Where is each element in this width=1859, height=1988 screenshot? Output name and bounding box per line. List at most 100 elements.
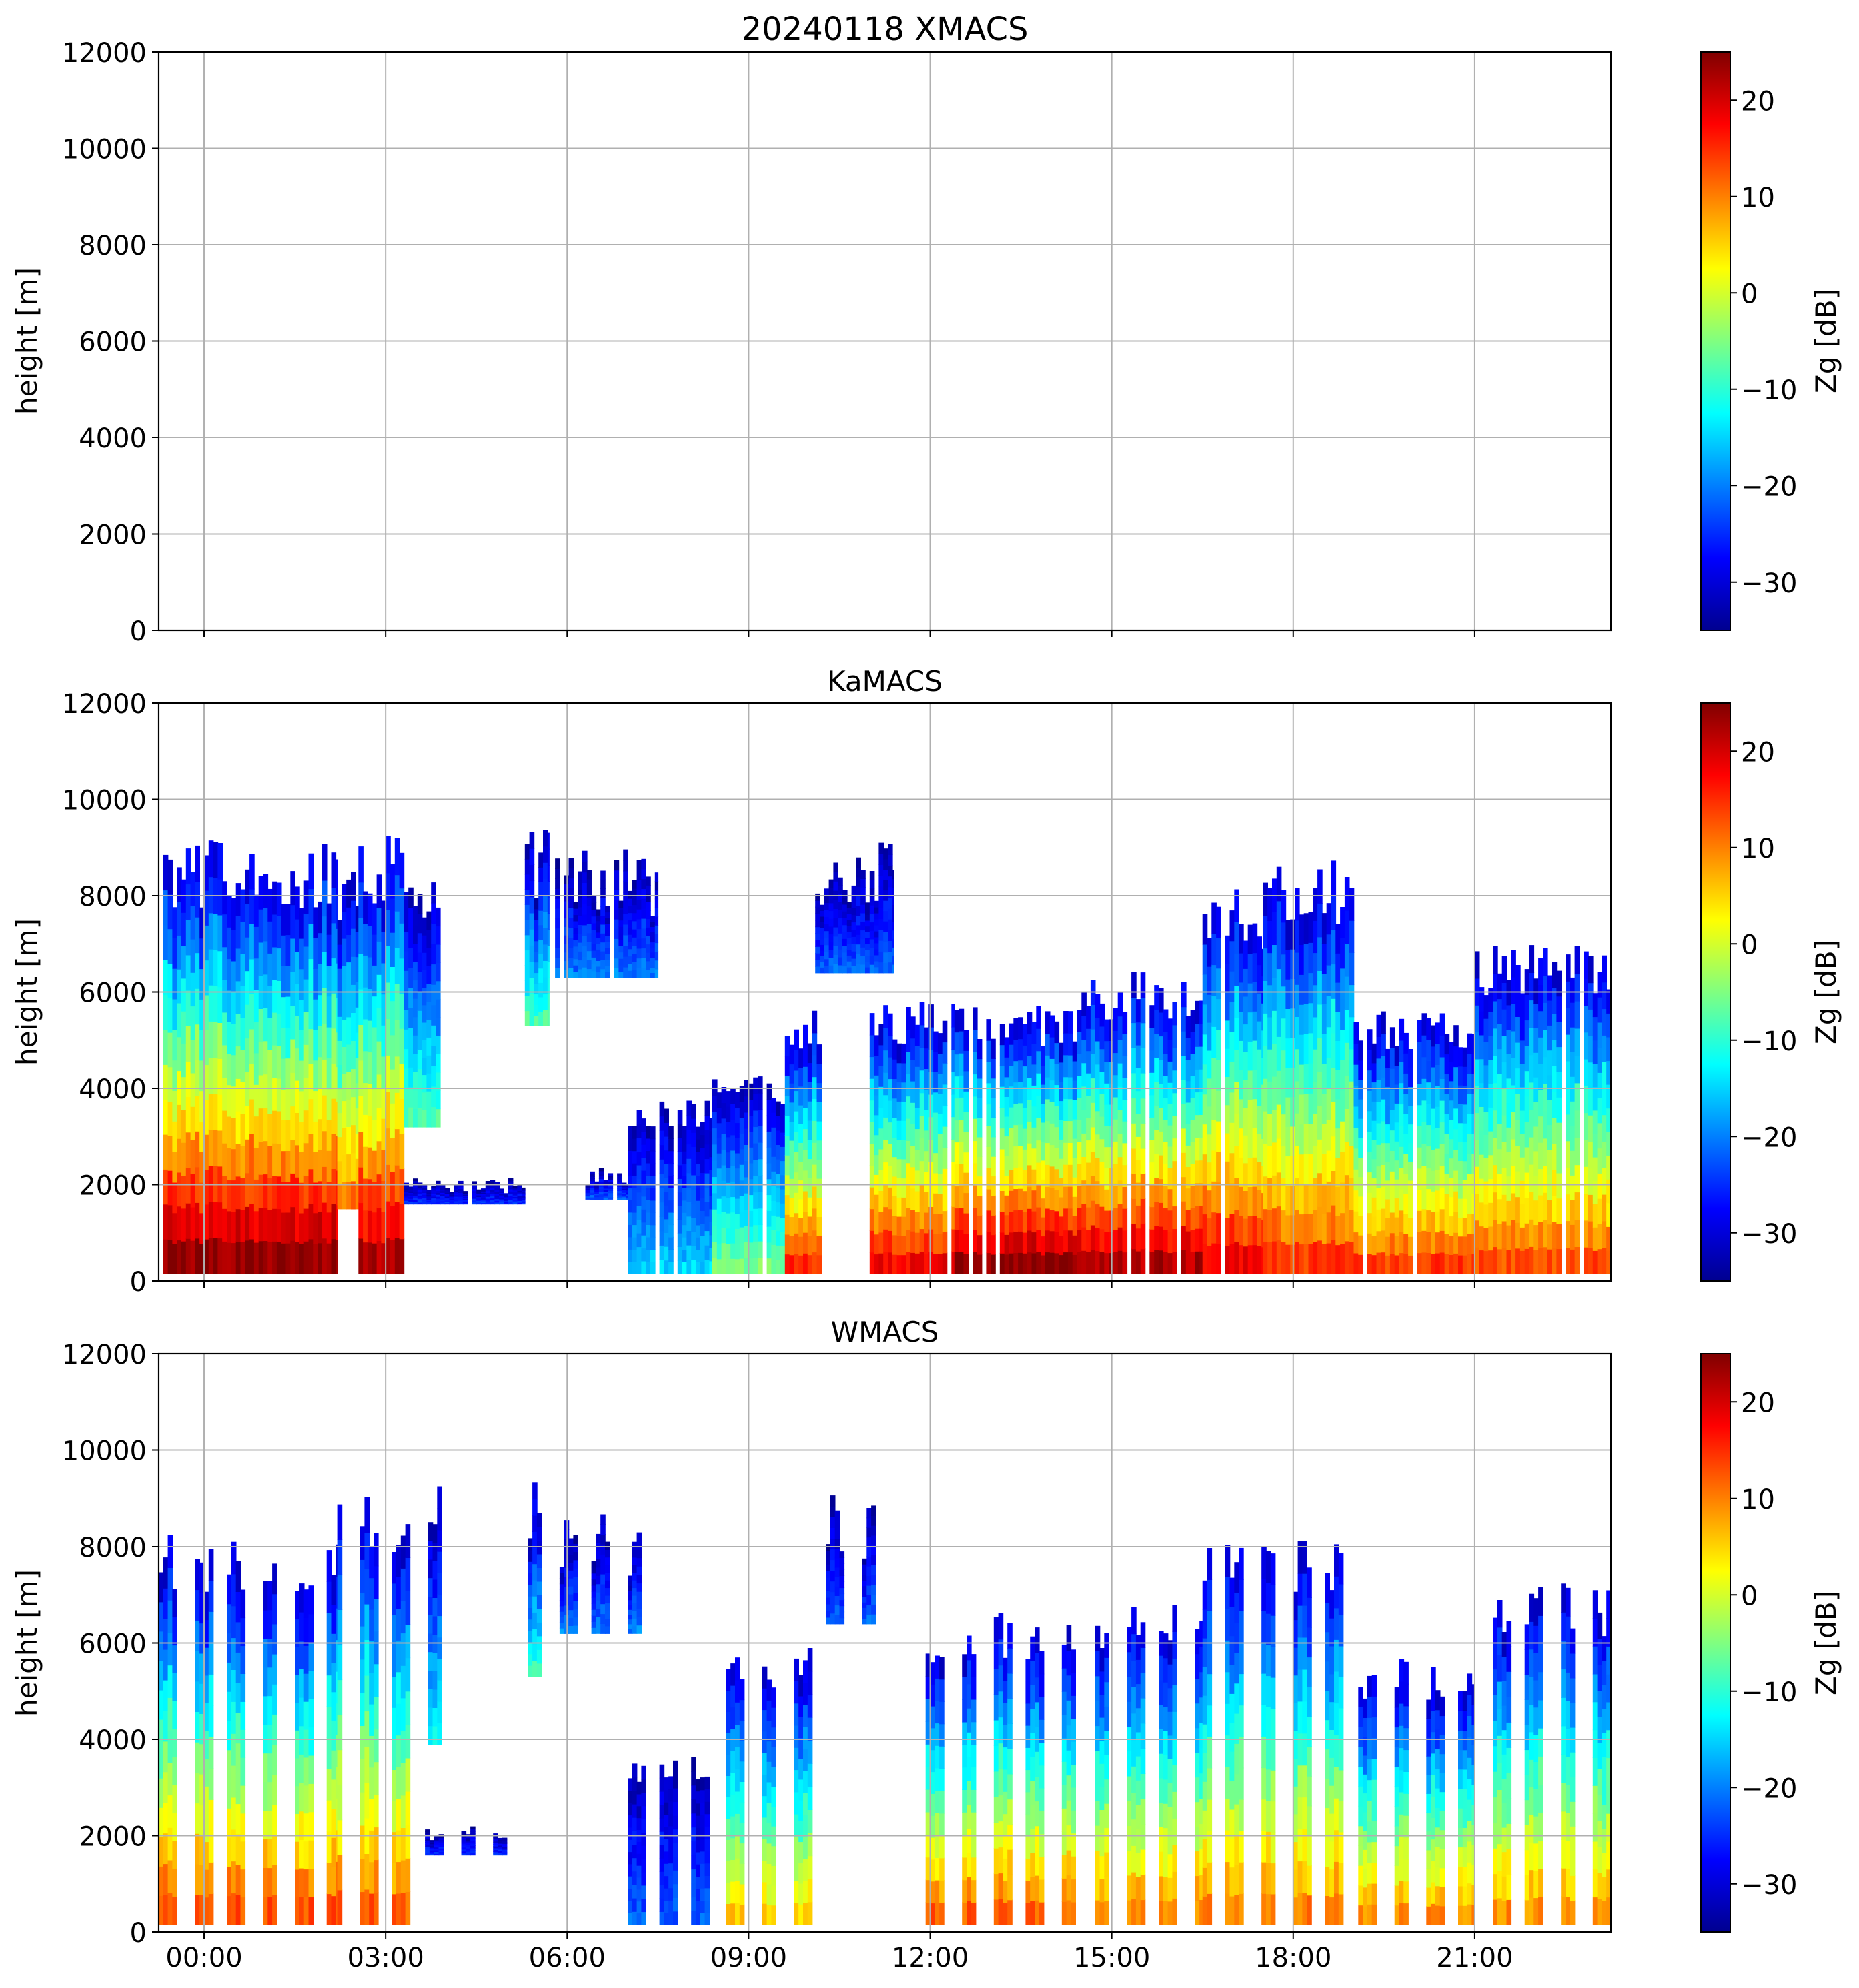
echo-column (614, 860, 620, 978)
echo-cell (454, 1196, 459, 1198)
echo-cell (598, 1178, 604, 1182)
echo-cell (618, 932, 624, 940)
echo-cell (360, 1559, 366, 1593)
echo-cell (381, 1211, 386, 1244)
echo-cell (408, 1195, 414, 1198)
echo-cell (285, 934, 291, 966)
echo-cell (628, 1200, 633, 1213)
echo-cell (392, 1707, 397, 1739)
echo-cell (263, 1040, 269, 1075)
echo-cell (807, 1235, 813, 1256)
echo-cell (942, 1231, 948, 1254)
echo-cell (253, 1242, 259, 1274)
echo-cell (878, 929, 884, 941)
echo-cell (594, 1198, 600, 1200)
echo-cell (641, 1196, 646, 1210)
echo-cell (1247, 982, 1253, 1013)
echo-column (1172, 1002, 1177, 1274)
echo-cell (336, 1170, 338, 1206)
echo-cell (1054, 1252, 1060, 1274)
echo-cell (1501, 1088, 1507, 1116)
echo-cell (1054, 1105, 1060, 1128)
echo-cell (1353, 1232, 1359, 1254)
echo-cell (355, 1133, 360, 1159)
echo-cell (600, 933, 606, 943)
echo-cell (454, 1188, 459, 1191)
echo-cell (367, 1242, 373, 1274)
echo-cell (860, 878, 866, 888)
echo-cell (1041, 1122, 1046, 1142)
echo-cell (159, 1807, 164, 1837)
echo-cell (1597, 1173, 1603, 1199)
echo-cell (1421, 1186, 1427, 1210)
echo-cell (883, 900, 888, 912)
echo-cell (204, 1619, 209, 1648)
echo-cell (508, 1180, 514, 1183)
echo-cell (481, 1194, 486, 1197)
echo-cell (1190, 1208, 1196, 1230)
echo-cell (1159, 988, 1164, 1013)
echo-cell (1276, 900, 1282, 936)
echo-cell (1299, 914, 1305, 945)
echo-cell (910, 1059, 916, 1082)
echo-cell (204, 1703, 209, 1731)
echo-cell (190, 1106, 196, 1140)
echo-cell (1022, 1128, 1028, 1150)
echo-column (190, 872, 196, 1274)
echo-cell (590, 1194, 595, 1198)
echo-cell (771, 1098, 776, 1113)
echo-cell (977, 1195, 983, 1216)
echo-cell (1308, 1183, 1314, 1214)
echo-cell (190, 905, 196, 940)
echo-cell (267, 1049, 273, 1082)
echo-cell (481, 1191, 486, 1193)
echo-cell (394, 1237, 400, 1274)
echo-cell (586, 906, 592, 916)
echo-cell (425, 1840, 430, 1843)
echo-cell (735, 1138, 740, 1154)
echo-cell (1299, 1184, 1305, 1215)
echo-cell (1340, 1060, 1345, 1091)
echo-cell (1229, 970, 1235, 1002)
echo-cell (524, 889, 530, 905)
echo-cell (429, 1849, 435, 1851)
echo-cell (263, 1174, 269, 1208)
echo-cell (428, 1670, 434, 1689)
echo-cell (1506, 1053, 1512, 1079)
echo-cell (208, 1737, 214, 1769)
echo-cell (842, 945, 848, 953)
echo-cell (547, 864, 550, 882)
echo-cell (208, 1549, 214, 1581)
echo-column (499, 1188, 504, 1205)
echo-cell (1272, 1109, 1277, 1143)
echo-cell (1462, 1217, 1468, 1237)
echo-cell (245, 1172, 250, 1207)
echo-cell (1471, 1214, 1475, 1234)
echo-cell (436, 907, 441, 927)
echo-cell (374, 1859, 379, 1893)
echo-cell (272, 1684, 277, 1715)
echo-cell (172, 998, 177, 1030)
echo-cell (789, 1102, 795, 1122)
echo-cell (636, 918, 642, 930)
echo-cell (426, 1192, 432, 1194)
echo-cell (623, 870, 628, 882)
echo-cell (600, 968, 606, 978)
echo-cell (538, 924, 544, 940)
echo-cell (712, 1257, 718, 1274)
echo-cell (1009, 1023, 1015, 1045)
echo-cell (1149, 1050, 1155, 1073)
echo-cell (1467, 1194, 1473, 1214)
echo-cell (626, 1188, 628, 1190)
echo-cell (263, 1667, 269, 1697)
echo-cell (394, 1020, 400, 1057)
echo-cell (771, 1171, 776, 1186)
echo-cell (522, 1202, 526, 1205)
echo-cell (1552, 1170, 1558, 1196)
echo-cell (668, 1138, 674, 1152)
echo-cell (646, 1212, 651, 1225)
echo-cell (586, 959, 592, 970)
echo-cell (1090, 1102, 1096, 1128)
echo-cell (1467, 1153, 1473, 1174)
echo-cell (308, 1204, 314, 1240)
